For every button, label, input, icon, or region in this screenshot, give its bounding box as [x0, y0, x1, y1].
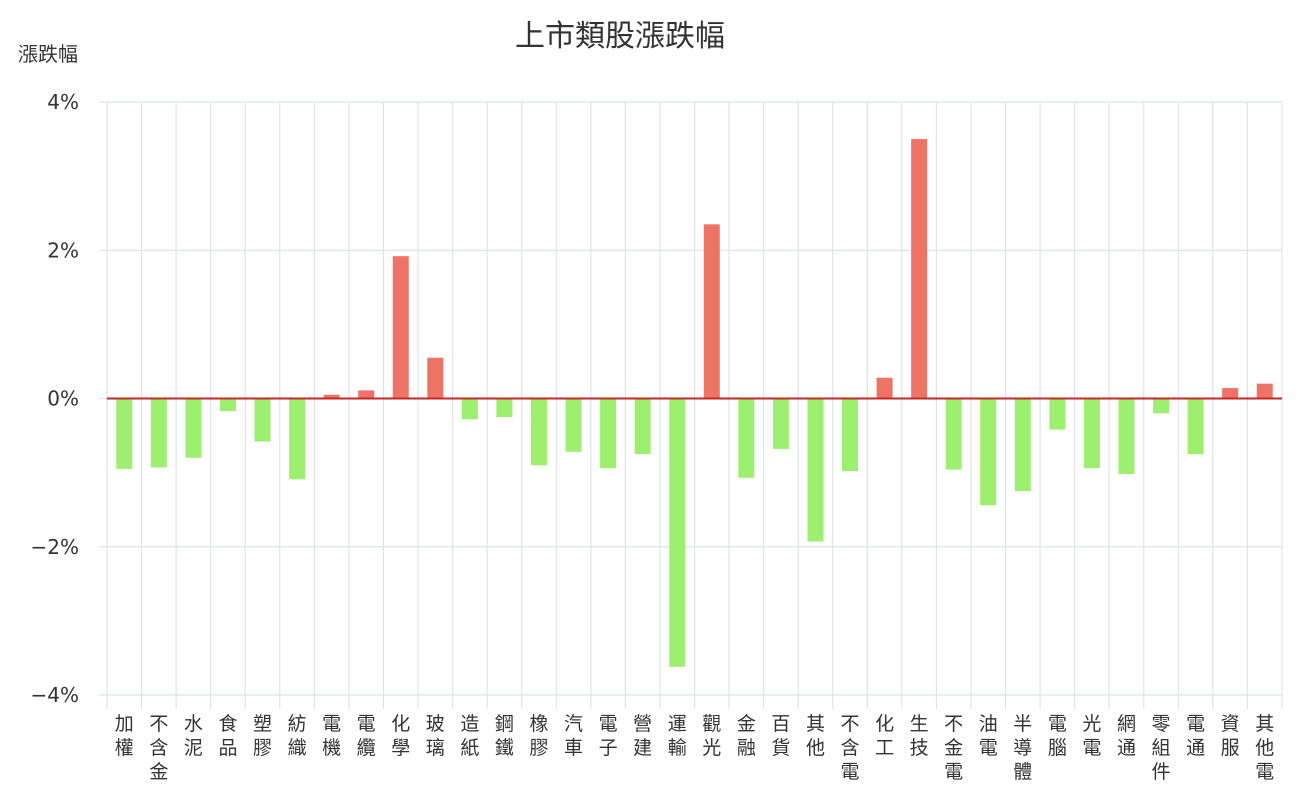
bar-造紙 — [461, 398, 478, 420]
bar-零組件 — [1153, 398, 1170, 414]
x-tick-label: 運輸 — [668, 713, 687, 759]
x-tick-label: 不含金 — [149, 713, 168, 783]
x-tick-label: 油電 — [979, 713, 998, 759]
x-tick-label: 電通 — [1186, 713, 1205, 759]
bar-網通 — [1118, 398, 1135, 475]
bar-化工 — [876, 377, 893, 399]
bar-紡織 — [289, 398, 306, 480]
bar-資服 — [1222, 388, 1239, 399]
x-tick-label: 汽車 — [564, 713, 583, 759]
y-tick-label: −4% — [31, 683, 80, 707]
bar-電子 — [600, 398, 617, 469]
bar-水泥 — [185, 398, 202, 458]
x-ticks: 加權不含金水泥食品塑膠紡織電機電纜化學玻璃造紙鋼鐵橡膠汽車電子營建運輸觀光金融百… — [115, 713, 1274, 783]
x-tick-label: 半導體 — [1013, 713, 1032, 783]
x-tick-label: 零組件 — [1152, 713, 1171, 783]
y-tick-label: 2% — [47, 238, 79, 262]
x-tick-label: 橡膠 — [529, 713, 548, 759]
bar-運輸 — [669, 398, 686, 667]
bar-電腦 — [1049, 398, 1066, 430]
bar-不金電 — [945, 398, 962, 470]
x-tick-label: 資服 — [1221, 713, 1240, 759]
bar-食品 — [219, 398, 236, 412]
bar-電通 — [1187, 398, 1204, 455]
x-tick-label: 水泥 — [184, 713, 203, 759]
x-tick-label: 電腦 — [1048, 713, 1067, 759]
y-tick-label: 0% — [47, 387, 79, 411]
grid — [99, 101, 1283, 709]
x-tick-label: 造紙 — [460, 713, 479, 759]
x-tick-label: 塑膠 — [253, 713, 272, 759]
bar-光電 — [1083, 398, 1100, 469]
x-tick-label: 電機 — [322, 713, 341, 759]
x-tick-label: 其他 — [806, 713, 825, 759]
x-tick-label: 電子 — [599, 713, 618, 759]
x-tick-label: 紡織 — [288, 713, 307, 759]
bar-電機 — [323, 394, 340, 399]
y-ticks: 4% 2% 0% −2% −4% — [31, 90, 80, 707]
bar-鋼鐵 — [496, 398, 513, 418]
bar-橡膠 — [530, 398, 547, 466]
x-tick-label: 金融 — [737, 713, 756, 759]
bar-電纜 — [358, 390, 375, 399]
y-tick-label: −2% — [31, 535, 80, 559]
bar-油電 — [980, 398, 997, 506]
bar-塑膠 — [254, 398, 271, 442]
bar-汽車 — [565, 398, 582, 452]
y-tick-label: 4% — [47, 90, 79, 114]
bar-半導體 — [1014, 398, 1031, 492]
bar-營建 — [634, 398, 651, 455]
bar-觀光 — [703, 224, 720, 399]
x-tick-label: 不含電 — [841, 713, 860, 783]
x-tick-label: 電纜 — [357, 713, 376, 759]
x-tick-label: 不金電 — [944, 713, 963, 783]
bar-不含金 — [150, 398, 167, 468]
bar-其他 — [807, 398, 824, 542]
x-tick-label: 鋼鐵 — [495, 713, 514, 759]
x-tick-label: 玻璃 — [426, 713, 445, 759]
bar-生技 — [911, 139, 928, 399]
bar-加權 — [116, 398, 133, 469]
x-tick-label: 網通 — [1117, 713, 1136, 759]
x-tick-label: 加權 — [115, 713, 134, 759]
bar-不含電 — [842, 398, 859, 472]
bar-玻璃 — [427, 357, 444, 399]
chart-title: 上市類股漲跌幅 — [515, 19, 725, 54]
x-tick-label: 營建 — [633, 713, 652, 759]
bar-百貨 — [772, 398, 789, 449]
x-tick-label: 百貨 — [771, 713, 790, 759]
bar-化學 — [392, 256, 409, 399]
x-tick-label: 光電 — [1082, 713, 1101, 759]
x-tick-label: 化學 — [391, 713, 410, 759]
x-tick-label: 觀光 — [702, 713, 721, 759]
x-tick-label: 其他電 — [1255, 713, 1274, 783]
x-tick-label: 化工 — [875, 713, 894, 759]
x-tick-label: 食品 — [218, 713, 237, 759]
y-axis-label: 漲跌幅 — [18, 42, 78, 66]
bar-金融 — [738, 398, 755, 478]
bars — [116, 139, 1273, 667]
x-tick-label: 生技 — [910, 713, 929, 759]
bar-其他電 — [1256, 383, 1273, 399]
